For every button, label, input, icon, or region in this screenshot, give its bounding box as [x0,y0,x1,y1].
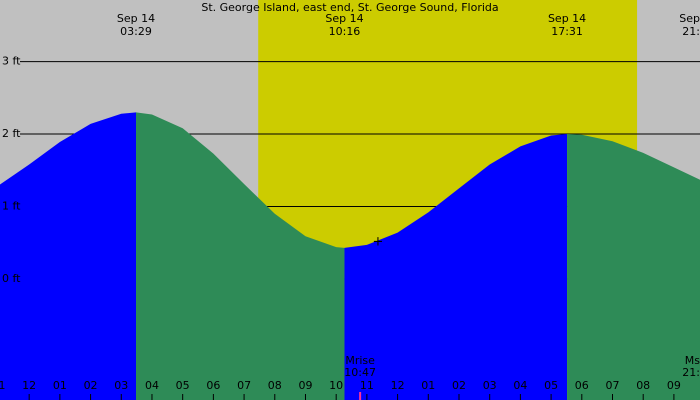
event-date: Sep 14 [117,12,155,25]
x-tick-label: 11 [360,379,374,392]
moon-label: Ms [685,354,700,367]
x-tick-label: 09 [298,379,312,392]
x-tick-label: 01 [53,379,67,392]
x-tick-label: 05 [176,379,190,392]
x-tick-label: 10 [329,379,343,392]
moon-label: Mrise [345,354,375,367]
event-time: 21: [682,25,700,38]
x-tick-label: 09 [667,379,681,392]
falling-tide-area [136,112,345,400]
x-tick-label: 11 [0,379,5,392]
x-tick-label: 12 [391,379,405,392]
chart-title: St. George Island, east end, St. George … [201,1,498,14]
x-tick-label: 05 [544,379,558,392]
x-tick-label: 04 [513,379,527,392]
x-tick-label: 07 [606,379,620,392]
x-tick-label: 04 [145,379,159,392]
x-tick-label: 01 [421,379,435,392]
y-tick-label: 0 ft [2,272,21,285]
event-time: 17:31 [551,25,583,38]
x-tick-label: 08 [268,379,282,392]
x-tick-label: 06 [206,379,220,392]
x-tick-label: 08 [636,379,650,392]
rising-tide-area [0,112,137,400]
rising-tide-area [344,134,568,400]
x-tick-label: 02 [452,379,466,392]
event-time: 10:16 [329,25,361,38]
x-tick-label: 02 [84,379,98,392]
moon-time: 10:47 [344,366,376,379]
event-date: Sep [679,12,700,25]
y-tick-label: 2 ft [2,127,21,140]
falling-tide-area [567,134,700,400]
x-tick-label: 06 [575,379,589,392]
moon-time: 21: [682,366,700,379]
x-tick-label: 03 [483,379,497,392]
current-time-marker: + [373,235,384,250]
y-tick-label: 3 ft [2,55,21,68]
x-tick-label: 03 [114,379,128,392]
event-time: 03:29 [120,25,152,38]
y-tick-label: 1 ft [2,200,21,213]
x-tick-label: 07 [237,379,251,392]
event-date: Sep 14 [548,12,586,25]
event-date: Sep 14 [325,12,363,25]
x-tick-label: 12 [22,379,36,392]
